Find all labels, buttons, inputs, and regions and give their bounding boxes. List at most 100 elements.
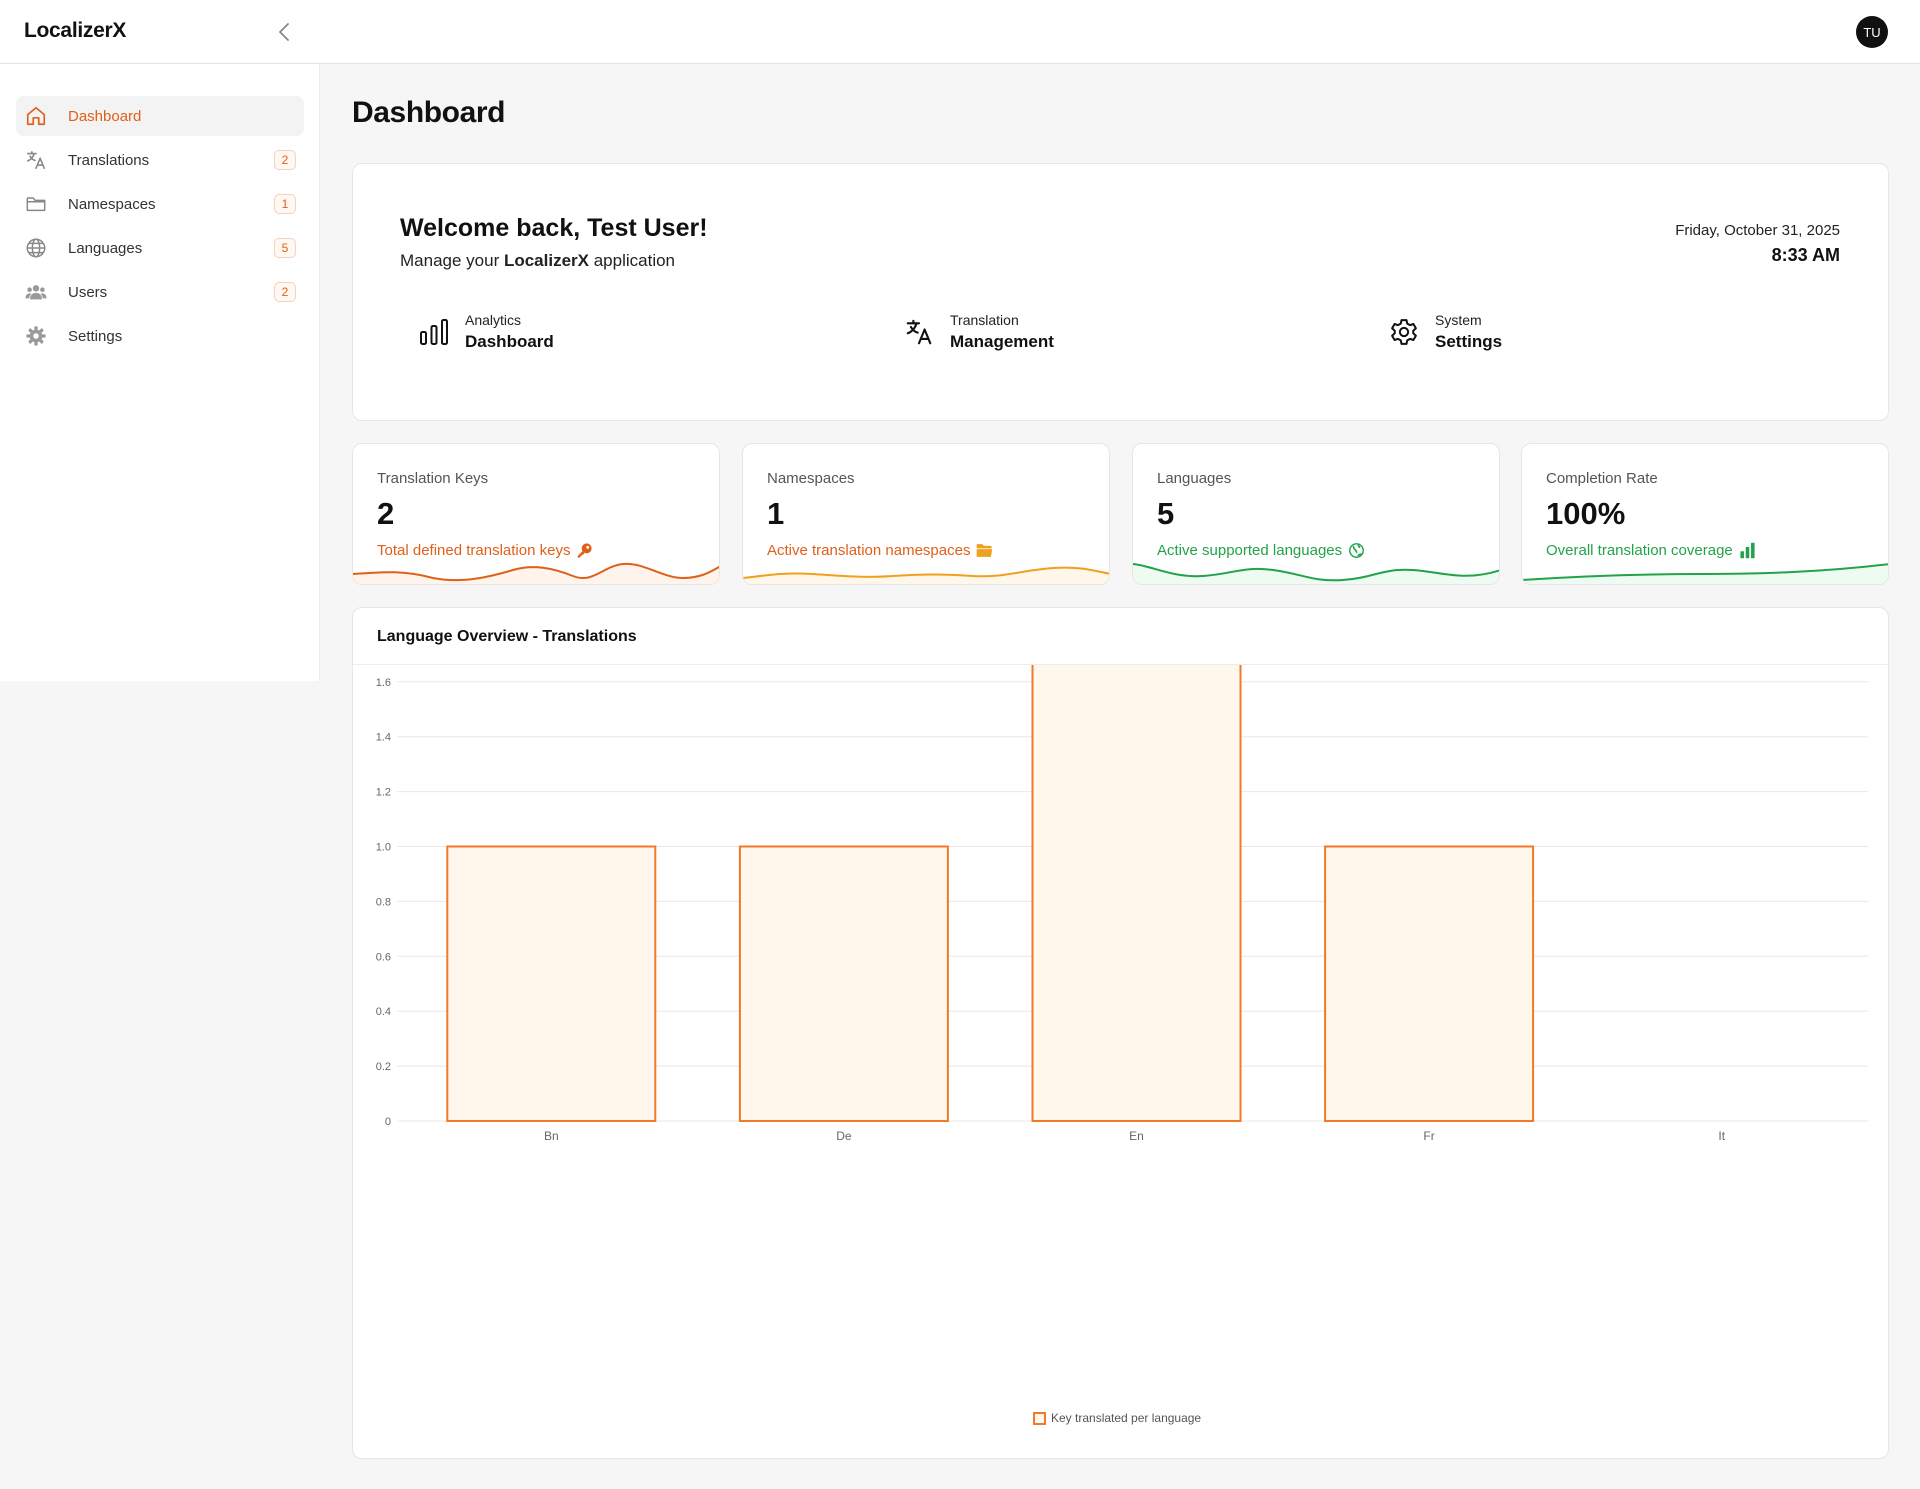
chevron-left-icon: [279, 23, 289, 41]
legend-label: Key translated per language: [1051, 1411, 1202, 1425]
x-tick-label: It: [1718, 1129, 1725, 1143]
x-tick-label: Bn: [544, 1129, 559, 1143]
sidebar-item-languages[interactable]: Languages 5: [16, 228, 304, 268]
gear-icon: [24, 324, 48, 348]
brand-logo[interactable]: LocalizerX: [24, 19, 127, 42]
stat-description: Active translation namespaces: [767, 542, 993, 559]
sidebar-item-label: Users: [68, 283, 108, 301]
sidebar-item-namespaces[interactable]: Namespaces 1: [16, 184, 304, 224]
quick-link-title: Dashboard: [465, 332, 554, 351]
current-time: 8:33 AM: [1771, 245, 1840, 265]
current-date: Friday, October 31, 2025: [1675, 222, 1840, 239]
translate-icon: [902, 315, 936, 349]
y-tick-label: 1.0: [376, 842, 391, 854]
language-overview-card: Language Overview - Translations 0 0.2 0.4…: [352, 607, 1889, 1459]
chart-title: Language Overview - Translations: [377, 628, 637, 645]
x-tick-label: En: [1129, 1129, 1144, 1143]
sidebar-item-label: Settings: [68, 327, 123, 345]
top-bar: LocalizerX TU: [0, 0, 1920, 64]
quick-link-translation[interactable]: Translation Management: [902, 312, 1054, 352]
subtitle-brand: LocalizerX: [503, 251, 589, 270]
y-tick-label: 0.8: [376, 896, 391, 908]
folder-icon: [976, 543, 993, 558]
stat-card-translation-keys: Translation Keys 2 Total defined transla…: [352, 443, 720, 585]
stat-description: Active supported languages: [1157, 542, 1365, 559]
collapse-sidebar-button[interactable]: [270, 18, 298, 46]
count-badge: 1: [274, 194, 296, 214]
quick-link-analytics[interactable]: Analytics Dashboard: [417, 312, 554, 352]
chart-legend[interactable]: Key translated per language: [1033, 1411, 1201, 1425]
bar-en: [1031, 665, 1242, 1122]
sparkline: [1133, 563, 1499, 584]
quick-link-caption: System: [1435, 312, 1482, 328]
sidebar-item-label: Languages: [68, 239, 143, 257]
quick-link-settings[interactable]: System Settings: [1387, 312, 1502, 352]
sidebar-item-label: Dashboard: [68, 107, 142, 125]
quick-link-title: Management: [950, 332, 1054, 351]
gear-icon: [1387, 315, 1421, 349]
globe-icon: [1348, 542, 1365, 559]
stat-label: Languages: [1157, 470, 1232, 487]
quick-link-caption: Translation: [950, 312, 1019, 328]
legend-swatch: [1033, 1411, 1046, 1425]
chart-header: Language Overview - Translations: [353, 608, 1888, 665]
date-time: Friday, October 31, 2025 8:33 AM: [1675, 222, 1840, 266]
bar-bn: [446, 845, 657, 1122]
stat-card-namespaces: Namespaces 1 Active translation namespac…: [742, 443, 1110, 585]
count-badge: 2: [274, 150, 296, 170]
bar-chart: 00.20.40.60.81.01.21.41.61.82.0BnDeEnFrI…: [376, 665, 1868, 1143]
stat-description-text: Total defined translation keys: [377, 542, 571, 559]
count-badge: 5: [274, 238, 296, 258]
y-tick-label: 1.2: [376, 787, 391, 799]
stat-description-text: Active translation namespaces: [767, 542, 971, 559]
stat-value: 2: [377, 496, 395, 531]
y-tick-label: 0.2: [376, 1061, 391, 1073]
count-badge: 2: [274, 282, 296, 302]
bar-chart-icon: [417, 315, 451, 349]
y-tick-label: 1.4: [376, 732, 391, 744]
subtitle-suffix: application: [589, 251, 676, 270]
sidebar-item-label: Translations: [68, 151, 150, 169]
y-tick-label: 0.4: [376, 1006, 391, 1018]
stat-description-text: Overall translation coverage: [1546, 542, 1733, 559]
x-tick-label: De: [836, 1129, 852, 1143]
stat-label: Namespaces: [767, 470, 855, 487]
stat-value: 5: [1157, 496, 1175, 531]
globe-icon: [24, 236, 48, 260]
folder-icon: [24, 192, 48, 216]
sparkline: [353, 562, 719, 584]
y-tick-label: 0: [385, 1116, 391, 1128]
welcome-title: Welcome back, Test User!: [400, 214, 708, 242]
stat-value: 100%: [1546, 496, 1626, 531]
y-tick-label: 0.6: [376, 951, 391, 963]
quick-link-title: Settings: [1435, 332, 1503, 351]
stat-card-languages: Languages 5 Active supported languages: [1132, 443, 1500, 585]
bar-de: [738, 845, 949, 1122]
sidebar-item-label: Namespaces: [68, 195, 156, 213]
stat-label: Completion Rate: [1546, 470, 1658, 487]
welcome-card: Welcome back, Test User! Manage your Loc…: [352, 163, 1889, 421]
user-avatar[interactable]: TU: [1856, 16, 1888, 48]
sidebar-item-users[interactable]: Users 2: [16, 272, 304, 312]
sidebar-item-translations[interactable]: Translations 2: [16, 140, 304, 180]
sidebar-item-settings[interactable]: Settings: [16, 316, 304, 356]
stat-description-text: Active supported languages: [1157, 542, 1343, 559]
sidebar-item-dashboard[interactable]: Dashboard: [16, 96, 304, 136]
page-title: Dashboard: [352, 96, 506, 129]
stat-description: Total defined translation keys: [377, 542, 593, 559]
x-tick-label: Fr: [1423, 1129, 1434, 1143]
translate-icon: [24, 148, 48, 172]
y-tick-label: 1.6: [376, 677, 391, 689]
subtitle-prefix: Manage your: [400, 251, 504, 270]
quick-link-caption: Analytics: [465, 312, 522, 328]
users-icon: [24, 280, 48, 304]
key-icon: [576, 542, 593, 559]
bar-fr: [1324, 845, 1535, 1122]
home-icon: [24, 104, 48, 128]
stat-value: 1: [767, 496, 785, 531]
stat-label: Translation Keys: [377, 470, 489, 487]
sparkline: [743, 566, 1109, 584]
welcome-subtitle: Manage your LocalizerX application: [400, 251, 675, 271]
bar-chart-icon: [1739, 542, 1756, 559]
sidebar: Dashboard Translations 2 Namespaces 1 La…: [0, 64, 320, 681]
